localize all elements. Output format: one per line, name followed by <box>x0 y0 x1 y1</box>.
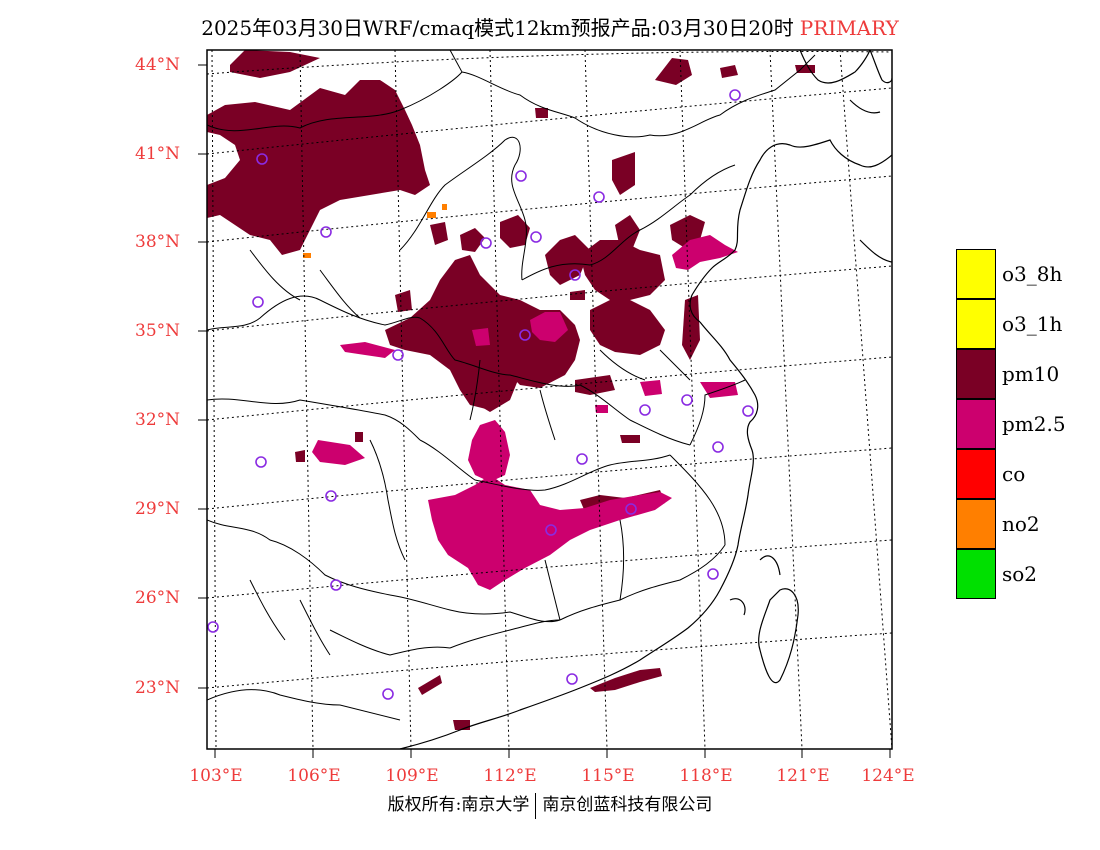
lon-label-103: 103°E <box>189 766 243 786</box>
legend-label: no2 <box>1002 512 1040 536</box>
coastline <box>399 50 892 749</box>
lat-label-26: 26°N <box>135 588 181 608</box>
pm25-field <box>312 235 738 590</box>
lat-label-32: 32°N <box>135 410 181 430</box>
legend-label: pm2.5 <box>1002 412 1066 436</box>
lat-label-44: 44°N <box>135 55 181 75</box>
province-boundaries <box>207 50 816 721</box>
lon-label-106: 106°E <box>287 766 341 786</box>
graticule <box>207 50 892 749</box>
legend-swatch <box>956 449 996 499</box>
station-markers <box>207 89 754 700</box>
legend-swatch <box>956 399 996 449</box>
legend-swatch <box>956 349 996 399</box>
lon-label-115: 115°E <box>581 766 635 786</box>
axis-ticks <box>198 64 891 758</box>
legend-label: so2 <box>1002 562 1038 586</box>
lon-label-124: 124°E <box>861 766 915 786</box>
copyright-left: 版权所有:南京大学 <box>387 795 530 815</box>
lon-label-109: 109°E <box>385 766 439 786</box>
copyright-right: 南京创蓝科技有限公司 <box>542 795 713 815</box>
lat-label-35: 35°N <box>135 321 181 341</box>
legend-swatch <box>956 249 996 299</box>
legend-swatch <box>956 499 996 549</box>
legend-label: o3_8h <box>1002 262 1063 286</box>
lon-label-121: 121°E <box>776 766 830 786</box>
lat-label-29: 29°N <box>135 499 181 519</box>
map-title: 2025年03月30日WRF/cmaq模式12km预报产品:03月30日20时 P… <box>0 12 1100 41</box>
map-plot-area <box>207 50 892 749</box>
legend-swatch <box>956 299 996 349</box>
footer-separator <box>535 792 537 819</box>
legend-label: co <box>1002 462 1026 486</box>
legend-label: pm10 <box>1002 362 1060 386</box>
lat-label-41: 41°N <box>135 144 181 164</box>
lon-label-112: 112°E <box>483 766 537 786</box>
pm10-field <box>207 50 815 730</box>
no2-field <box>303 204 447 258</box>
lat-label-38: 38°N <box>135 232 181 252</box>
copyright-footer: 版权所有:南京大学 南京创蓝科技有限公司 <box>0 790 1100 819</box>
lon-label-118: 118°E <box>679 766 733 786</box>
legend-label: o3_1h <box>1002 312 1063 336</box>
title-text: 2025年03月30日WRF/cmaq模式12km预报产品:03月30日20时 <box>201 16 794 40</box>
primary-tag: PRIMARY <box>799 16 899 40</box>
map-frame <box>206 49 893 750</box>
legend-swatch <box>956 549 996 599</box>
lat-label-23: 23°N <box>135 678 181 698</box>
